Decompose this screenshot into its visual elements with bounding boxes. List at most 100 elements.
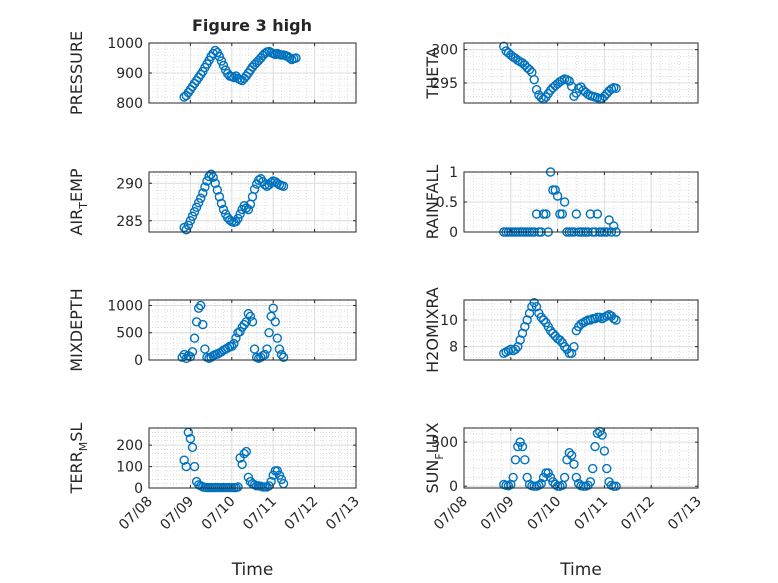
data-point bbox=[611, 315, 621, 325]
y-tick-label: 0 bbox=[449, 225, 458, 241]
data-point bbox=[285, 53, 295, 63]
x-tick-label: 07/11 bbox=[240, 494, 280, 534]
data-point bbox=[559, 341, 570, 352]
data-point bbox=[185, 352, 196, 362]
y-tick-label: 0 bbox=[134, 481, 143, 497]
y-axis-label: PRESSURE bbox=[67, 31, 86, 115]
data-point bbox=[524, 64, 535, 75]
y-axis-label: MIXDEPTH bbox=[67, 288, 86, 371]
x-tick-label: 07/08 bbox=[116, 494, 156, 534]
axes-box bbox=[463, 427, 699, 489]
y-tick-label: 295 bbox=[431, 76, 458, 92]
data-point bbox=[247, 317, 258, 327]
data-point bbox=[566, 450, 577, 461]
x-tick-label: 07/08 bbox=[431, 494, 471, 534]
data-point bbox=[193, 303, 204, 313]
axes-box bbox=[148, 299, 357, 361]
data-point bbox=[555, 335, 565, 345]
subplot-7: 0 100 200 07/08 07/09 07/10 07/11 07/12 07/13 Tim… bbox=[67, 423, 363, 580]
data-point bbox=[208, 172, 218, 182]
data-point bbox=[235, 209, 245, 219]
data-point bbox=[585, 477, 596, 487]
data-point bbox=[552, 191, 563, 201]
data-point bbox=[569, 459, 579, 469]
data-point bbox=[200, 182, 210, 192]
data-point bbox=[227, 341, 237, 352]
data-point bbox=[218, 60, 229, 71]
data-point bbox=[260, 180, 270, 190]
figure-title: Figure 3 high bbox=[192, 16, 312, 35]
data-point bbox=[189, 461, 200, 472]
data-point bbox=[517, 58, 528, 68]
data-point bbox=[187, 442, 198, 452]
data-point bbox=[522, 62, 532, 73]
y-tick-label: 290 bbox=[116, 176, 143, 192]
x-tick-label: 07/09 bbox=[157, 494, 197, 534]
data-point bbox=[243, 308, 254, 319]
data-point bbox=[198, 188, 208, 198]
data-point bbox=[602, 463, 612, 474]
data-point bbox=[193, 198, 204, 208]
data-point bbox=[611, 83, 621, 94]
data-point bbox=[592, 428, 603, 438]
y-tick-label: 0 bbox=[449, 479, 458, 495]
data-point bbox=[247, 192, 258, 202]
data-point bbox=[239, 319, 249, 330]
data-point bbox=[543, 468, 553, 478]
y-tick-label: 200 bbox=[116, 438, 143, 454]
data-point bbox=[611, 481, 621, 491]
data-point bbox=[214, 51, 225, 62]
data-point bbox=[534, 480, 544, 491]
data-point bbox=[191, 202, 202, 212]
data-point bbox=[196, 193, 206, 203]
data-point bbox=[243, 204, 254, 215]
subplot-1: 800 900 1000 PRESSURE bbox=[67, 31, 357, 115]
x-tick-label: 07/13 bbox=[323, 494, 363, 534]
data-point bbox=[545, 85, 556, 96]
data-point bbox=[531, 84, 542, 95]
data-point bbox=[214, 192, 225, 202]
y-tick-label: 500 bbox=[431, 435, 458, 451]
data-point bbox=[239, 449, 249, 459]
y-tick-label: 500 bbox=[116, 326, 143, 342]
data-point bbox=[531, 209, 542, 219]
data-point bbox=[550, 185, 560, 195]
axes-box bbox=[148, 171, 357, 233]
data-point bbox=[179, 455, 189, 465]
data-point bbox=[237, 459, 247, 470]
data-point bbox=[272, 333, 283, 343]
y-tick-label: 0.5 bbox=[436, 195, 458, 211]
data-point bbox=[222, 343, 233, 353]
data-point bbox=[592, 209, 603, 219]
data-point bbox=[597, 430, 607, 440]
y-tick-label: 1000 bbox=[107, 298, 143, 314]
data-point bbox=[609, 221, 619, 231]
data-point bbox=[499, 41, 509, 52]
data-point bbox=[266, 311, 276, 322]
data-point bbox=[557, 209, 567, 219]
data-point bbox=[510, 455, 521, 465]
x-tick-label: 07/12 bbox=[618, 494, 658, 534]
data-point bbox=[517, 441, 528, 452]
data-point bbox=[266, 476, 276, 487]
subplot-8: 0 500 07/08 07/09 07/10 07/11 07/12 07/13 Time SU… bbox=[423, 422, 705, 580]
data-point bbox=[278, 352, 289, 362]
data-point bbox=[278, 181, 289, 191]
data-point bbox=[266, 177, 276, 188]
data-point bbox=[291, 53, 301, 63]
data-point bbox=[597, 93, 607, 104]
data-point bbox=[218, 204, 229, 215]
data-point bbox=[510, 344, 521, 355]
data-point bbox=[571, 472, 582, 483]
data-point bbox=[198, 319, 208, 330]
data-point bbox=[513, 441, 523, 452]
data-point bbox=[231, 333, 241, 343]
data-point bbox=[604, 215, 614, 225]
data-point bbox=[260, 349, 270, 360]
data-point bbox=[564, 448, 574, 458]
subplot-5: 0 500 1000 MIXDEPTH bbox=[67, 288, 357, 372]
data-point bbox=[187, 211, 198, 221]
data-point bbox=[241, 446, 251, 457]
